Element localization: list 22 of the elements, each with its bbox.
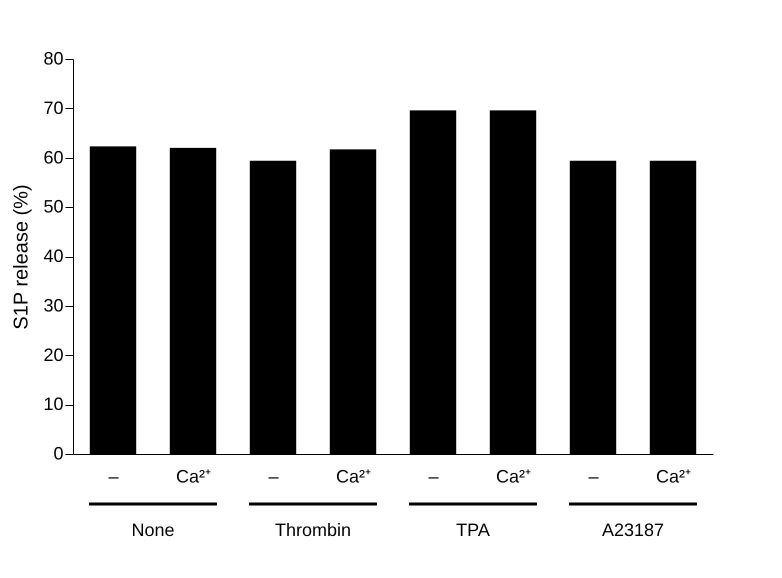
y-tick-label: 40 bbox=[43, 246, 64, 266]
x-tick-label: Ca²⁺ bbox=[656, 466, 692, 486]
x-tick-label: – bbox=[588, 466, 599, 486]
y-axis-title: S1P release (%) bbox=[10, 184, 32, 330]
text: Thrombin bbox=[274, 520, 352, 540]
y-tick-label: 0 bbox=[53, 444, 64, 464]
x-tick-label: Ca²⁺ bbox=[176, 466, 212, 486]
y-tick-label: 50 bbox=[43, 196, 64, 217]
y-tick-label: 60 bbox=[43, 147, 64, 168]
y-tick-label: 80 bbox=[43, 48, 64, 68]
text: TPA bbox=[456, 520, 490, 540]
x-tick-label: – bbox=[108, 466, 119, 486]
text: A23187 bbox=[602, 520, 664, 540]
y-tick-label: 70 bbox=[43, 98, 64, 118]
y-tick-label: 30 bbox=[43, 295, 64, 316]
x-tick-label: – bbox=[268, 466, 279, 486]
x-tick-label: Ca²⁺ bbox=[336, 466, 372, 486]
x-tick-label: Ca²⁺ bbox=[496, 466, 532, 486]
text: None bbox=[131, 520, 175, 540]
y-tick-label: 20 bbox=[43, 344, 64, 365]
x-tick-label: – bbox=[428, 466, 439, 486]
y-tick-label: 10 bbox=[43, 394, 64, 414]
